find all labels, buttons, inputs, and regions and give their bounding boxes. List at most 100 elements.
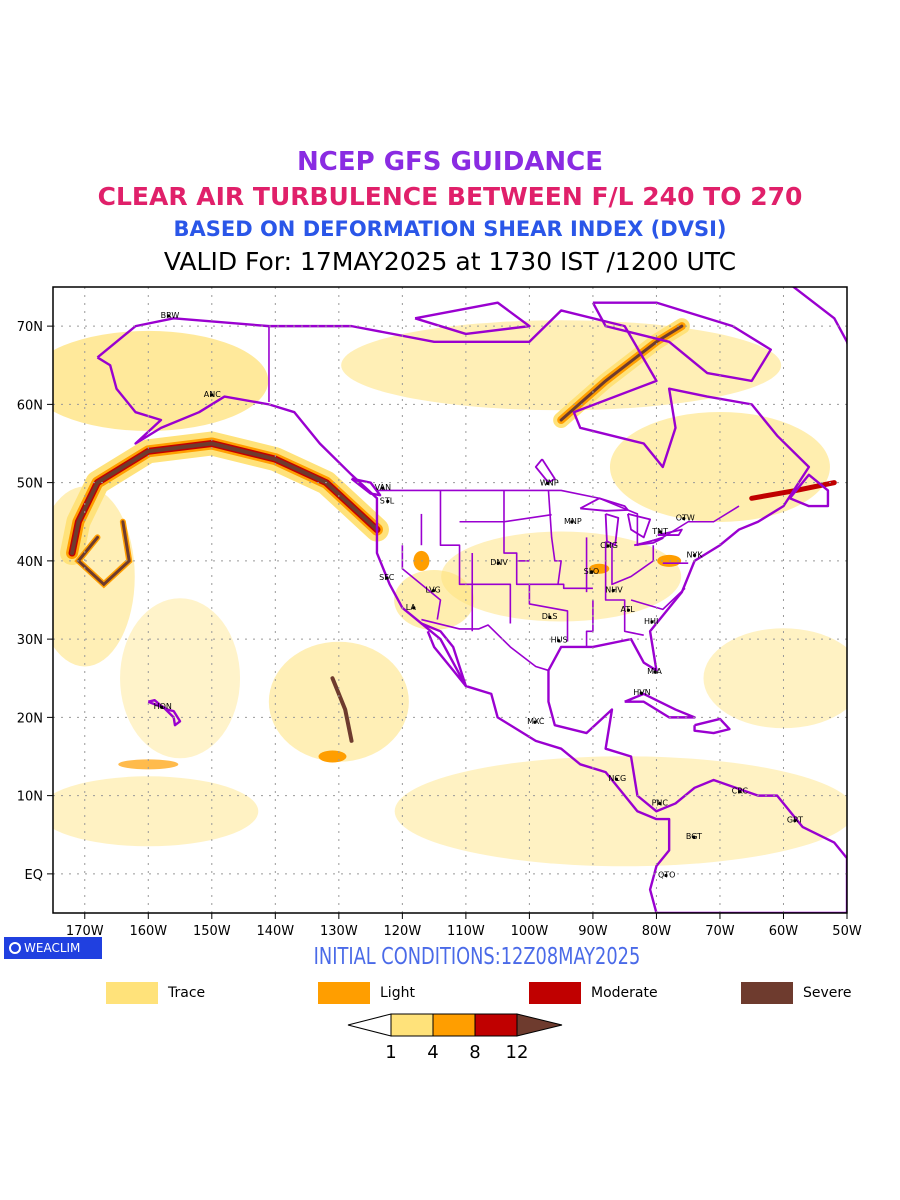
city-label: ATL (620, 605, 635, 614)
city-label: LA (406, 603, 417, 612)
city-marker (557, 639, 561, 643)
colorbar-bin (474, 1013, 518, 1037)
city-label: BGT (686, 832, 702, 841)
logo-text: WEACLIM (24, 941, 81, 955)
lon-tick-label: 150W (193, 924, 231, 939)
city-label: MIA (647, 667, 662, 676)
legend-label: Severe (803, 985, 852, 1001)
city-marker (692, 835, 696, 839)
city-marker (738, 790, 742, 794)
city-marker (546, 481, 550, 486)
city-label: DNV (490, 558, 508, 567)
lat-tick-label: EQ (25, 868, 43, 883)
city-marker (590, 570, 594, 574)
initial-conditions: INITIAL CONDITIONS:12Z08MAY2025 (313, 944, 641, 970)
city-marker (626, 608, 631, 612)
city-marker (160, 705, 164, 709)
city-marker (664, 873, 668, 878)
chart-subtitle-method: BASED ON DEFORMATION SHEAR INDEX (DVSI) (173, 217, 727, 241)
lon-tick-label: 140W (256, 924, 294, 939)
city-label: QTO (658, 870, 675, 879)
city-marker (793, 819, 797, 823)
city-marker (682, 517, 686, 521)
colorbar-tick: 8 (469, 1042, 480, 1063)
city-label: HUS (551, 636, 568, 645)
city-label: TNT (651, 527, 668, 536)
city-label: MNP (564, 517, 582, 526)
city-marker (653, 670, 657, 674)
graticule (53, 287, 847, 913)
city-label: CRC (732, 787, 749, 796)
logo-icon (9, 942, 21, 954)
longitude-labels: 170W 160W 150W 140W 130W 120W 110W 100W 90W 80W 70… (66, 913, 862, 939)
chart-title: NCEP GFS GUIDANCE (296, 147, 604, 177)
legend-swatch (741, 982, 793, 1004)
city-marker (385, 576, 389, 580)
coastlines (96, 287, 847, 913)
city-label: GRT (787, 816, 803, 825)
city-label: SFC (379, 573, 395, 582)
city-marker (496, 561, 500, 565)
city-marker (381, 486, 385, 490)
legend-swatch (318, 982, 370, 1004)
city-marker (570, 520, 574, 524)
lon-tick-label: 120W (384, 924, 422, 939)
turbulence-shading (53, 318, 847, 867)
lon-tick-label: 70W (705, 924, 735, 939)
colorbar-bin (390, 1013, 434, 1037)
lat-tick-label: 70N (17, 320, 43, 335)
city-labels: BRW ANC VAN STL WNP MNP OTW TNT CHG NYK SFC DNV SLO L… (154, 311, 803, 879)
city-marker (412, 606, 416, 610)
city-label: WNP (540, 478, 559, 487)
city-label: LVG (425, 586, 440, 595)
city-label: NCG (608, 774, 626, 783)
turbulence-map: BRW ANC VAN STL WNP MNP OTW TNT CHG NYK SFC DNV SLO L… (17, 286, 862, 939)
legend-label: Trace (168, 985, 206, 1001)
legend-swatch (529, 982, 581, 1004)
colorbar-low-arrow (347, 1013, 392, 1037)
city-label: HON (154, 702, 172, 711)
lon-tick-label: 130W (320, 924, 358, 939)
map-field: BRW ANC VAN STL WNP MNP OTW TNT CHG NYK SFC DNV SLO L… (53, 287, 847, 913)
city-label: HVN (633, 688, 650, 697)
city-marker (658, 801, 662, 806)
city-label: PNC (652, 798, 669, 807)
legend-swatch (106, 982, 158, 1004)
city-marker (167, 314, 171, 318)
legend-label: Moderate (591, 985, 658, 1001)
lat-tick-label: 20N (17, 711, 43, 726)
lat-tick-label: 10N (17, 790, 43, 805)
legend-label: Light (380, 985, 415, 1001)
city-marker (606, 544, 610, 548)
city-label: HHI (644, 617, 658, 626)
city-label: STL (380, 496, 395, 505)
colorbar-tick: 4 (427, 1042, 438, 1063)
city-label: ANC (204, 390, 221, 399)
lat-tick-label: 60N (17, 398, 43, 413)
city-marker (533, 720, 537, 724)
city-label: OTW (676, 514, 695, 523)
lon-tick-label: 170W (66, 924, 104, 939)
latitude-labels: 70N 60N 50N 40N 30N 20N 10N EQ (17, 320, 53, 883)
lon-tick-label: 80W (642, 924, 672, 939)
city-marker (614, 777, 619, 781)
legend-severe: Severe (741, 982, 851, 1004)
city-marker (431, 589, 436, 593)
city-marker (639, 691, 643, 695)
lon-tick-label: 100W (511, 924, 549, 939)
city-label: NYK (687, 550, 704, 559)
city-label: BRW (161, 311, 180, 320)
weaclim-logo: WEACLIM (4, 937, 102, 959)
plot-frame (52, 286, 848, 914)
city-label: CHG (600, 541, 618, 550)
city-label: DLS (542, 612, 558, 621)
lat-tick-label: 40N (17, 555, 43, 570)
lon-tick-label: 160W (129, 924, 167, 939)
city-marker (692, 553, 697, 557)
lat-tick-label: 50N (17, 477, 43, 492)
legend-moderate: Moderate (529, 982, 658, 1004)
colorbar-tick: 12 (506, 1042, 529, 1063)
city-label: VAN (375, 483, 391, 492)
city-marker (650, 620, 654, 624)
valid-time: VALID For: 17MAY2025 at 1730 IST /1200 U… (163, 247, 737, 276)
